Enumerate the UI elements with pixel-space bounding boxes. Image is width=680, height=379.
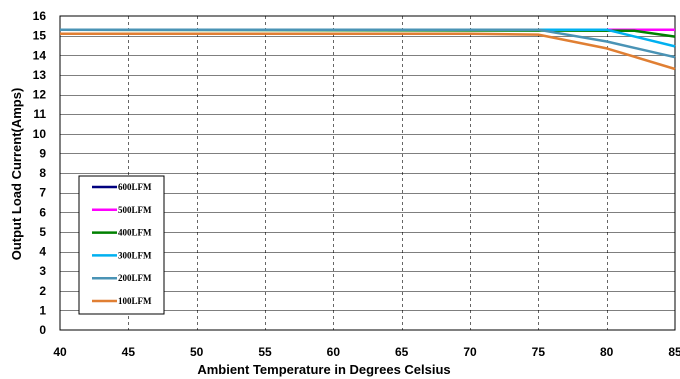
legend-label: 600LFM [118,182,152,192]
y-tick-label: 15 [33,29,47,43]
x-tick-label: 80 [600,345,614,359]
legend-item-300lfm: 300LFM [92,250,152,260]
y-tick-label: 10 [33,127,47,141]
y-tick-label: 11 [33,107,46,121]
x-tick-label: 45 [122,345,136,359]
y-tick-label: 3 [39,264,46,278]
y-tick-label: 6 [39,205,46,219]
legend-label: 500LFM [118,205,152,215]
y-tick-label: 13 [33,68,47,82]
y-tick-label: 14 [33,48,47,62]
y-tick-label: 4 [39,245,46,259]
legend-item-200lfm: 200LFM [92,273,152,283]
legend-label: 300LFM [118,250,152,260]
plot-area-border [59,15,676,331]
legend-item-600lfm: 600LFM [92,182,152,192]
x-axis-ticks: 40 45 50 55 60 65 70 75 80 85 [53,345,680,359]
x-tick-label: 75 [532,345,546,359]
y-tick-label: 16 [33,9,47,23]
y-tick-label: 12 [33,88,47,102]
x-tick-label: 60 [327,345,341,359]
y-tick-label: 8 [39,166,46,180]
legend-label: 200LFM [118,273,152,283]
legend-item-400lfm: 400LFM [92,228,152,238]
legend-item-100lfm: 100LFM [92,296,152,306]
legend-items: 600LFM 500LFM 400LFM 300LFM 200LFM 100LFM [92,182,152,306]
y-tick-label: 0 [39,323,46,337]
y-tick-label: 1 [39,303,46,317]
y-tick-label: 5 [39,225,46,239]
x-tick-label: 65 [395,345,409,359]
y-tick-label: 7 [39,186,46,200]
x-tick-label: 50 [190,345,204,359]
legend-label: 100LFM [118,296,152,306]
legend-label: 400LFM [118,228,152,238]
y-axis-title: Output Load Current(Amps) [9,88,24,261]
y-tick-label: 9 [39,146,46,160]
x-tick-label: 40 [53,345,67,359]
x-axis-title: Ambient Temperature in Degrees Celsius [197,362,450,377]
x-tick-label: 55 [258,345,272,359]
x-tick-label: 70 [463,345,477,359]
legend: 600LFM 500LFM 400LFM 300LFM 200LFM 100LFM [78,175,165,315]
legend-item-500lfm: 500LFM [92,205,152,215]
series-line-100lfm [60,32,676,71]
x-tick-label: 85 [668,345,680,359]
series-line-200lfm [60,28,676,59]
series-lines [59,28,676,71]
y-tick-label: 2 [39,284,46,298]
legend-box [78,175,165,315]
